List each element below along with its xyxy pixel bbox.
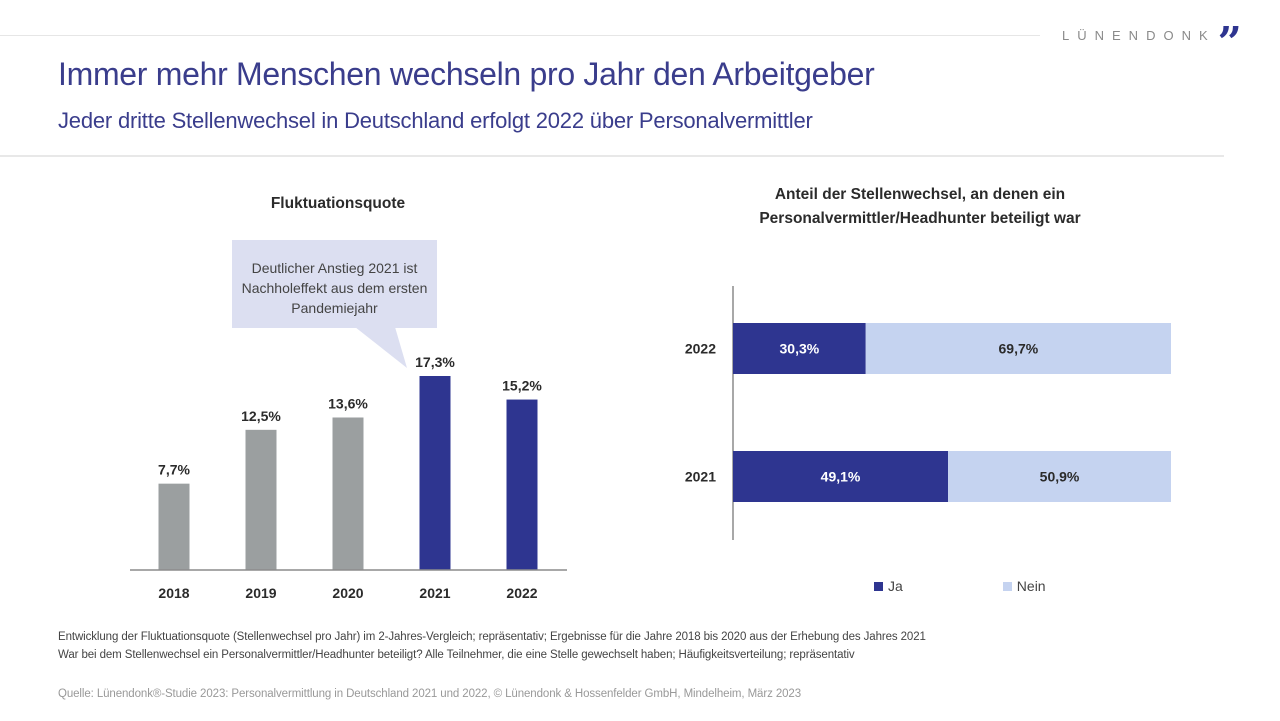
quote-mark-icon: ” [1217,18,1242,67]
segment-nein-2022 [865,323,1171,374]
y-tick-label: 2022 [685,341,716,357]
bar-2020 [332,417,364,570]
bar-2021 [419,376,451,570]
segment-ja-2021 [733,451,949,502]
bar-2018 [158,483,190,570]
page-title: Immer mehr Menschen wechseln pro Jahr de… [58,56,875,92]
bar-value-label: 15,2% [502,378,542,394]
methodology-note-1: Entwicklung der Fluktuationsquote (Stell… [58,631,926,643]
legend-swatch-nein [1002,581,1012,591]
segment-value-label: 69,7% [999,341,1039,357]
bar-value-label: 13,6% [328,395,368,411]
bar-value-label: 12,5% [241,408,281,424]
page-subtitle: Jeder dritte Stellenwechsel in Deutschla… [58,108,813,133]
x-tick-label: 2019 [245,585,276,601]
segment-value-label: 50,9% [1040,469,1080,485]
legend-swatch-ja [874,581,883,591]
callout-box: Deutlicher Anstieg 2021 ist Nachholeffek… [232,240,437,328]
methodology-note-2: War bei dem Stellenwechsel ein Personalv… [58,649,855,661]
callout-pointer [355,327,407,368]
fluctuation-chart-title: Fluktuationsquote [270,195,406,212]
bar-2019 [245,429,277,570]
x-tick-label: 2018 [158,585,189,601]
bar-value-label: 17,3% [415,354,455,370]
top-divider [0,35,1040,36]
segment-nein-2021 [948,451,1171,502]
segment-value-label: 30,3% [780,341,820,357]
luenendonk-logo: LÜNENDONK ” [1062,20,1242,64]
callout-text: Deutlicher Anstieg 2021 ist Nachholeffek… [241,260,428,316]
bar-value-label: 7,7% [158,462,190,478]
headhunter-chart-title: Anteil der Stellenwechsel, an denen ein … [759,186,1081,227]
segment-value-label: 49,1% [821,469,861,485]
legend-label-ja: Ja [888,578,903,594]
legend-item-nein: Nein [1002,578,1046,594]
y-tick-label: 2021 [685,469,716,485]
segment-ja-2022 [733,323,866,374]
header-divider [0,155,1224,157]
x-tick-label: 2021 [419,585,450,601]
logo-text: LÜNENDONK [1062,27,1216,43]
source-note: Quelle: Lünendonk®-Studie 2023: Personal… [58,688,801,700]
x-tick-label: 2022 [506,585,537,601]
x-tick-label: 2020 [332,585,363,601]
legend-label-nein: Nein [1016,578,1046,594]
legend-item-ja: Ja [874,578,903,594]
bar-2022 [506,399,538,570]
chart-legend: Ja Nein [874,578,1146,594]
